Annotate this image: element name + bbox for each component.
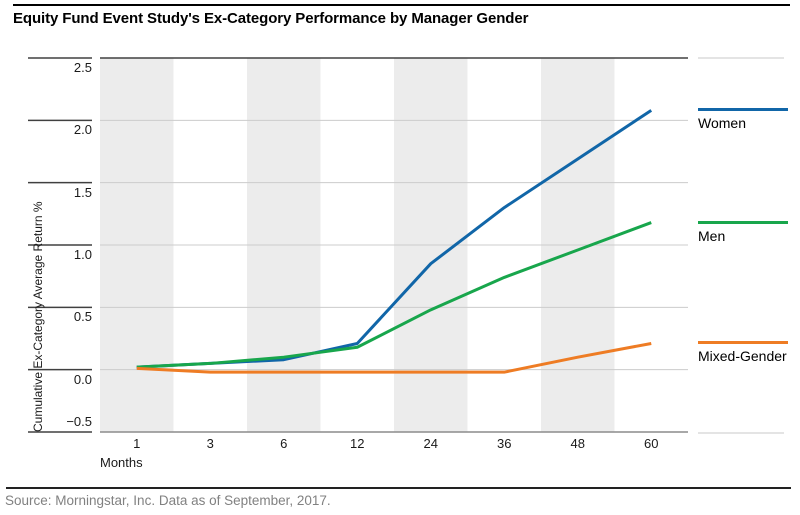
y-tick-label: 1.5 (73, 184, 92, 200)
y-tick-label: 2.5 (73, 60, 92, 75)
series-line-men (136, 221, 652, 369)
y-tick-label: 2.0 (73, 122, 92, 138)
series-line-mixed-gender (136, 342, 652, 374)
x-tick-label: 60 (644, 436, 659, 451)
x-tick-label: 24 (423, 436, 438, 451)
x-tick-label: 48 (570, 436, 585, 451)
footer-rule (6, 487, 791, 489)
x-tick-label: 6 (280, 436, 288, 451)
x-tick-label: 36 (497, 436, 512, 451)
x-axis-title: Months (100, 455, 143, 470)
y-tick-label: −0.5 (66, 414, 92, 429)
y-tick-label: 0.0 (73, 371, 92, 387)
y-tick-label: 1.0 (73, 247, 92, 262)
title-rule (13, 4, 790, 6)
x-tick-label: 1 (133, 436, 141, 451)
x-tick-label: 12 (350, 436, 365, 451)
y-axis-title: Cumulative Ex-Category Average Return % (31, 201, 45, 432)
chart-title: Equity Fund Event Study's Ex-Category Pe… (13, 10, 529, 27)
y-tick-label: 0.5 (73, 309, 92, 325)
x-tick-label: 3 (206, 436, 214, 451)
source-note: Source: Morningstar, Inc. Data as of Sep… (5, 493, 331, 508)
